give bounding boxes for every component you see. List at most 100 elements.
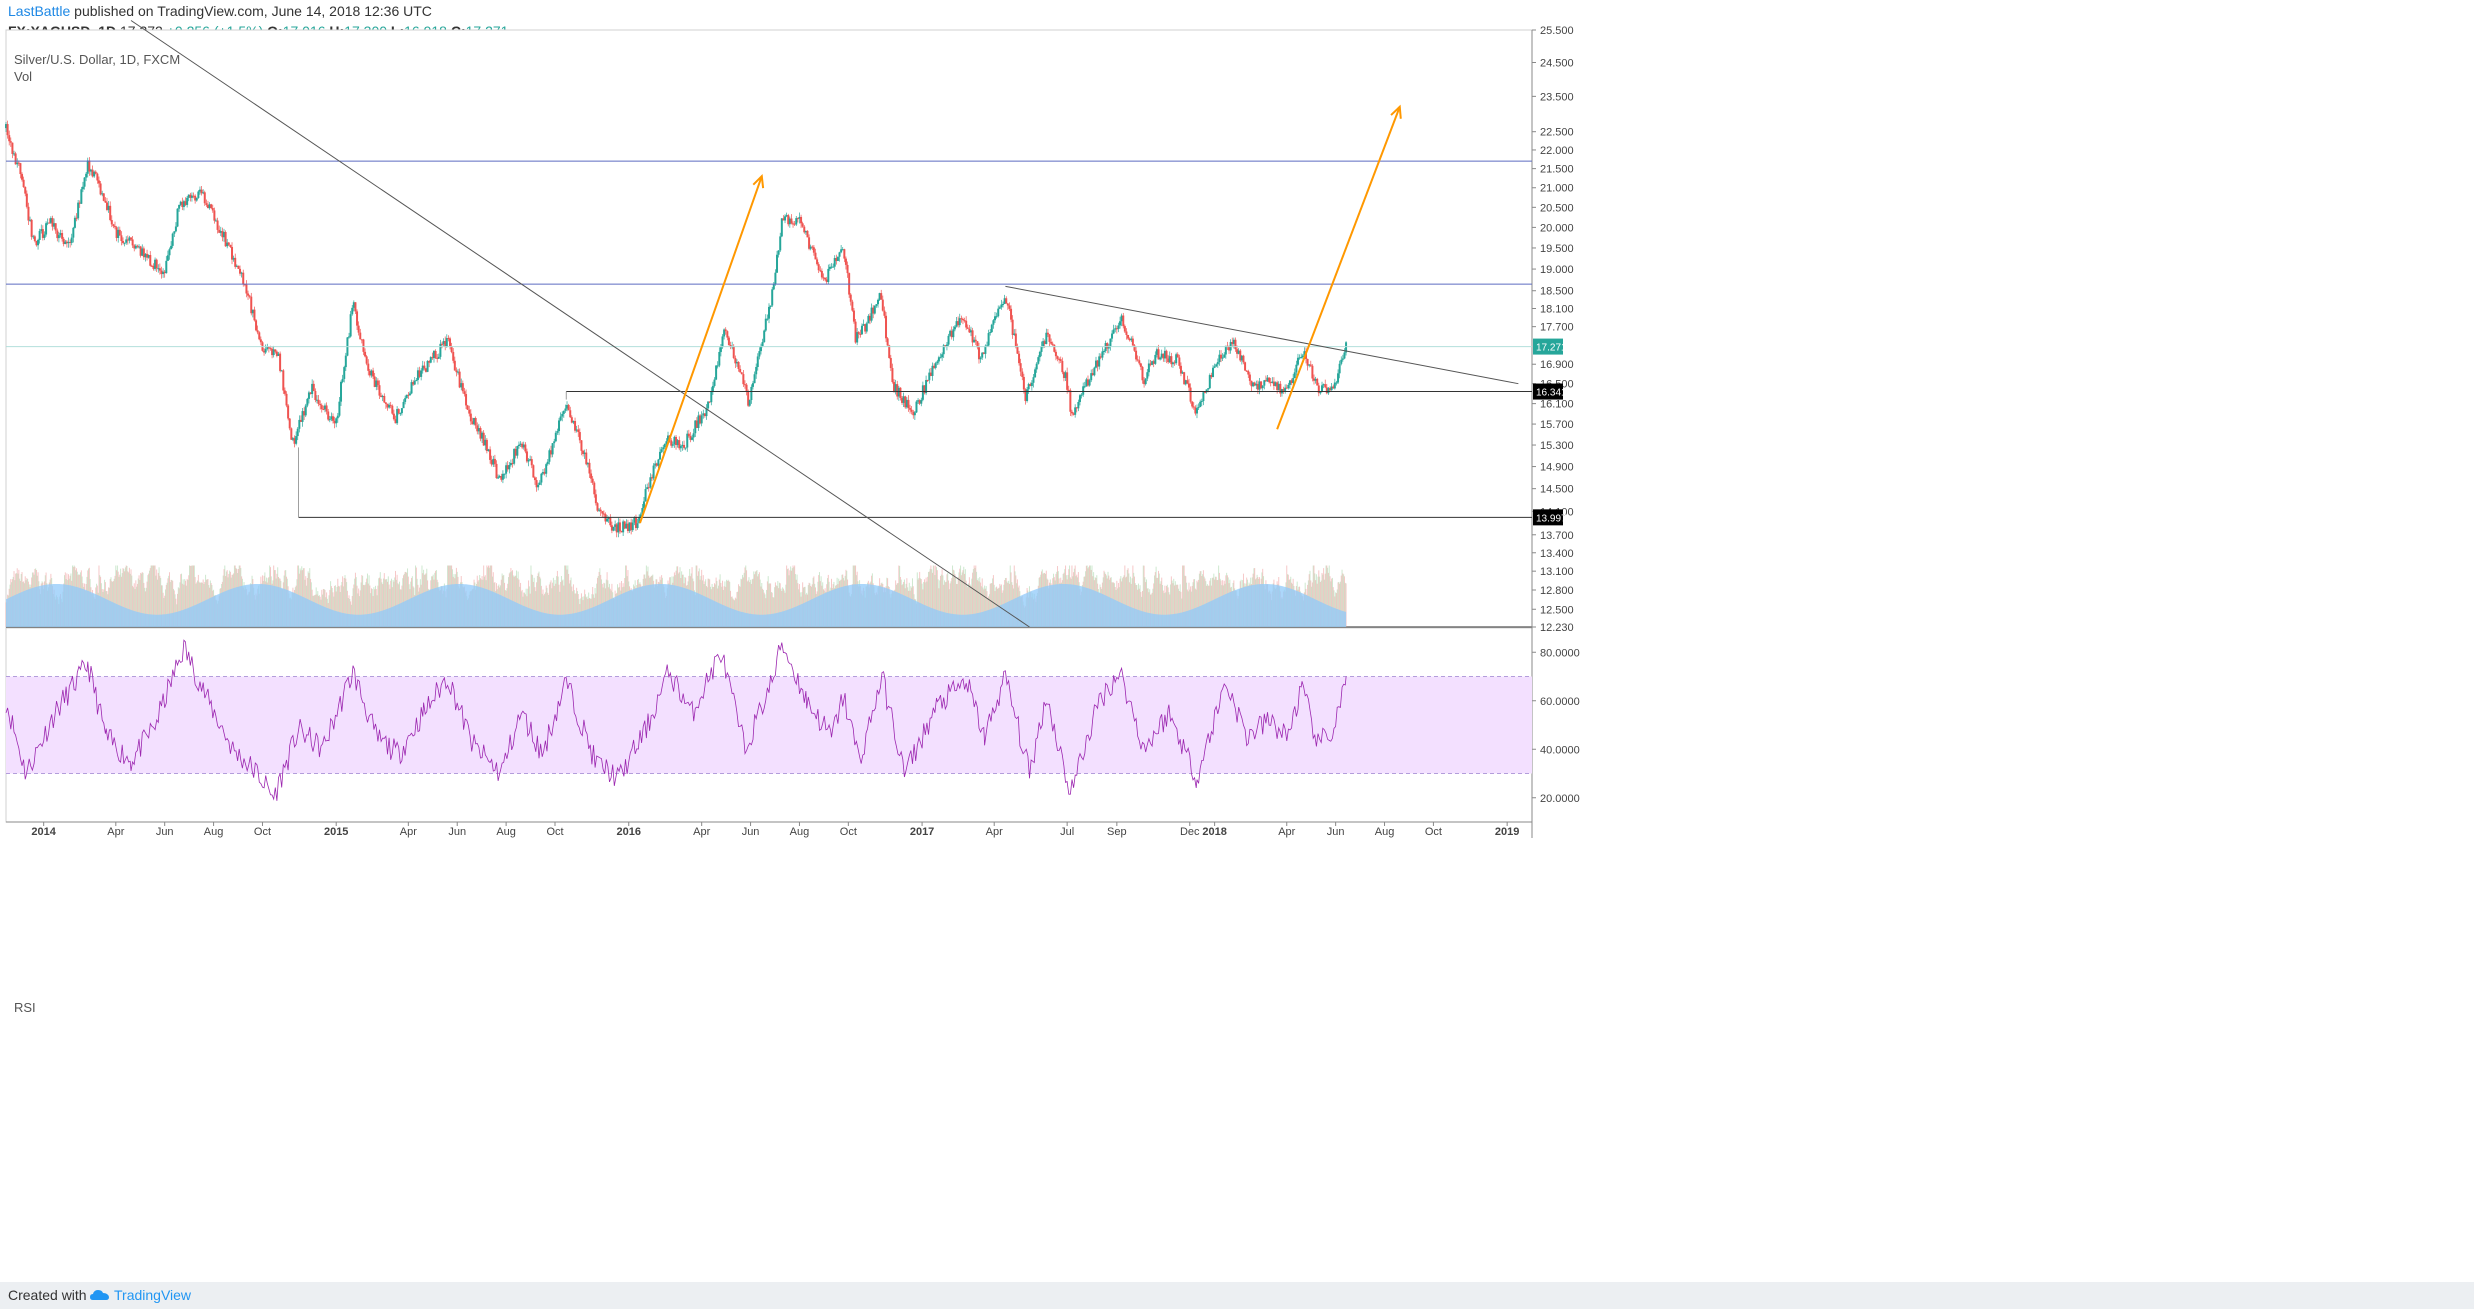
candle-body [574, 421, 577, 431]
candle-body [1046, 332, 1049, 335]
volume-bar [367, 583, 369, 627]
candle-body [1018, 353, 1021, 364]
candle-body [356, 311, 359, 326]
candle-body [570, 417, 573, 423]
candle-body [1232, 339, 1235, 344]
chart-canvas[interactable]: 25.500 24.500 23.500 22.500 22.000 21.500 21.0… [0, 0, 2474, 1282]
volume-bar [782, 587, 784, 627]
volume-bar [387, 576, 389, 627]
volume-bar [592, 587, 594, 627]
volume-bar [514, 575, 516, 627]
candle-body [538, 482, 541, 485]
candle-body [327, 411, 330, 420]
candle-body [1159, 357, 1162, 360]
candle-body [957, 321, 960, 326]
volume-bar [136, 586, 138, 627]
candle-body [11, 142, 14, 154]
candle-body [211, 208, 214, 211]
author-link[interactable]: LastBattle [8, 3, 71, 19]
candle-body [1117, 325, 1120, 329]
volume-bar [357, 593, 359, 627]
candle-body [97, 180, 100, 184]
volume-bar [960, 575, 962, 627]
price-tick-label: 25.500 [1540, 25, 1574, 37]
volume-bar [726, 581, 728, 627]
volume-bar [746, 581, 748, 627]
candle-body [912, 411, 915, 416]
candle-body [795, 218, 798, 225]
candle-body [939, 357, 942, 359]
candle-body [1141, 366, 1144, 381]
volume-bar [747, 580, 749, 627]
time-tick-label: Apr [693, 826, 710, 838]
candle-body [1245, 370, 1248, 372]
candle-body [543, 472, 546, 474]
volume-bar [336, 586, 338, 627]
candle-body [1165, 350, 1168, 359]
volume-bar [567, 565, 569, 627]
candle-body [402, 401, 405, 409]
volume-bar [552, 577, 554, 627]
tradingview-brand[interactable]: TradingView [90, 1287, 191, 1303]
candle-body [870, 307, 873, 321]
volume-bar [996, 586, 998, 627]
volume-bar [348, 595, 350, 627]
candle-body [1181, 372, 1184, 374]
time-tick-label: Jun [742, 826, 760, 838]
candle-body [437, 356, 440, 359]
candle-body [415, 379, 418, 381]
volume-bar [334, 585, 336, 627]
candle-body [1175, 354, 1178, 364]
candle-body [1240, 355, 1243, 361]
candle-body [994, 316, 997, 321]
volume-bar [345, 578, 347, 627]
candle-body [429, 357, 432, 363]
candle-body [633, 517, 636, 523]
candle-body [798, 216, 801, 219]
candle-body [673, 436, 676, 445]
candle-body [862, 324, 865, 326]
candle-body [1306, 358, 1309, 366]
candle-body [984, 345, 987, 354]
volume-bar [180, 574, 182, 627]
candle-body [852, 310, 855, 322]
price-tick-label: 16.900 [1540, 359, 1574, 371]
volume-bar [1158, 573, 1160, 627]
volume-bar [530, 565, 532, 627]
volume-bar [965, 580, 967, 627]
candle-body [868, 315, 871, 321]
volume-bar [366, 578, 368, 627]
volume-bar [757, 576, 759, 627]
time-tick-label: Oct [1425, 826, 1442, 838]
volume-bar [197, 580, 199, 627]
volume-bar [1126, 569, 1128, 627]
volume-bar [778, 582, 780, 627]
candle-body [832, 266, 835, 268]
volume-bar [737, 591, 739, 627]
volume-bar [169, 582, 171, 627]
volume-bar [966, 585, 968, 627]
volume-bar [532, 581, 534, 627]
candle-body [585, 452, 588, 465]
price-tick-label: 16.100 [1540, 399, 1574, 411]
candle-body [6, 124, 9, 136]
candle-body [1135, 350, 1138, 360]
candle-body [615, 524, 618, 533]
volume-bar [784, 592, 786, 627]
volume-bar [1197, 582, 1199, 627]
volume-bar [775, 585, 777, 627]
candle-body [405, 394, 408, 399]
candle-body [1128, 338, 1131, 341]
volume-bar [571, 586, 573, 627]
volume-bar [1156, 577, 1158, 627]
candle-body [307, 392, 310, 399]
candle-body [115, 227, 118, 238]
volume-bar [329, 589, 331, 627]
candle-body [609, 517, 612, 526]
volume-bar [136, 583, 138, 627]
time-tick-label: 2018 [1202, 826, 1226, 838]
volume-bar [1145, 579, 1147, 627]
candle-body [780, 218, 783, 237]
volume-bar [986, 591, 988, 627]
candle-body [734, 357, 737, 364]
